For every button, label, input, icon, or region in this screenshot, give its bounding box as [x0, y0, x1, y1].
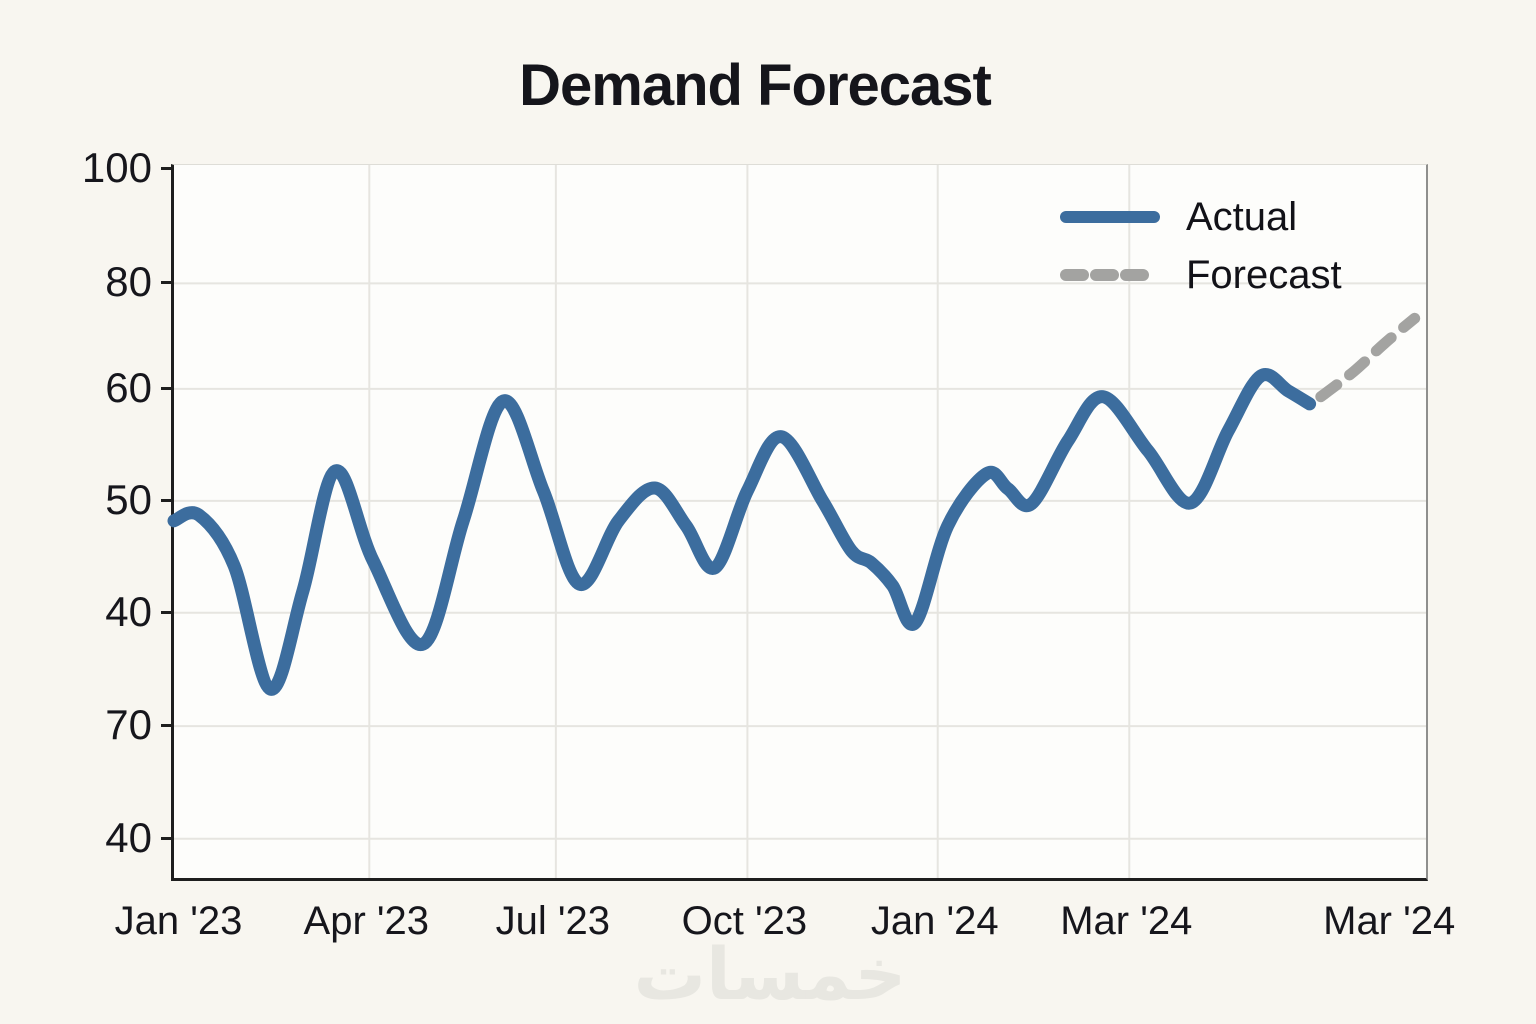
y-tick-mark: [161, 610, 171, 614]
legend: Actual Forecast: [1060, 194, 1342, 298]
x-tick-label: Oct '23: [681, 899, 808, 943]
y-tick-mark: [161, 386, 171, 390]
chart-title: Demand Forecast: [519, 53, 992, 118]
forecast-line: [1315, 312, 1421, 403]
y-tick-label: 70: [105, 701, 152, 749]
x-tick-label: Mar '24: [1060, 899, 1193, 943]
legend-label-forecast: Forecast: [1186, 252, 1342, 297]
legend-item-actual: Actual: [1060, 194, 1342, 240]
watermark-text: خمسات: [633, 932, 907, 1016]
plot-area: [167, 164, 1428, 881]
y-tick-mark: [161, 724, 171, 728]
y-tick-mark: [161, 498, 171, 502]
y-tick-label: 50: [105, 475, 152, 523]
y-tick-label: 40: [105, 587, 152, 635]
x-tick-label: Jan '23: [114, 899, 243, 943]
legend-label-actual: Actual: [1186, 194, 1298, 239]
x-tick-label: Mar '24: [1323, 899, 1456, 943]
y-tick-mark: [161, 167, 171, 171]
y-tick-mark: [161, 281, 171, 285]
x-tick-label: Jan '24: [870, 899, 999, 943]
y-tick-label: 40: [105, 813, 152, 861]
y-tick-mark: [161, 836, 171, 840]
y-tick-label: 80: [105, 258, 152, 306]
plot-svg: [167, 165, 1426, 878]
actual-line: [167, 368, 1317, 696]
x-tick-label: Apr '23: [303, 899, 430, 943]
forecast-line-swatch: [1060, 269, 1160, 281]
legend-item-forecast: Forecast: [1060, 252, 1342, 298]
y-tick-label: 100: [81, 144, 152, 192]
y-tick-label: 60: [105, 363, 152, 411]
x-tick-label: Jul '23: [495, 899, 611, 943]
actual-line-swatch: [1060, 211, 1160, 223]
gridlines: [174, 165, 1426, 878]
